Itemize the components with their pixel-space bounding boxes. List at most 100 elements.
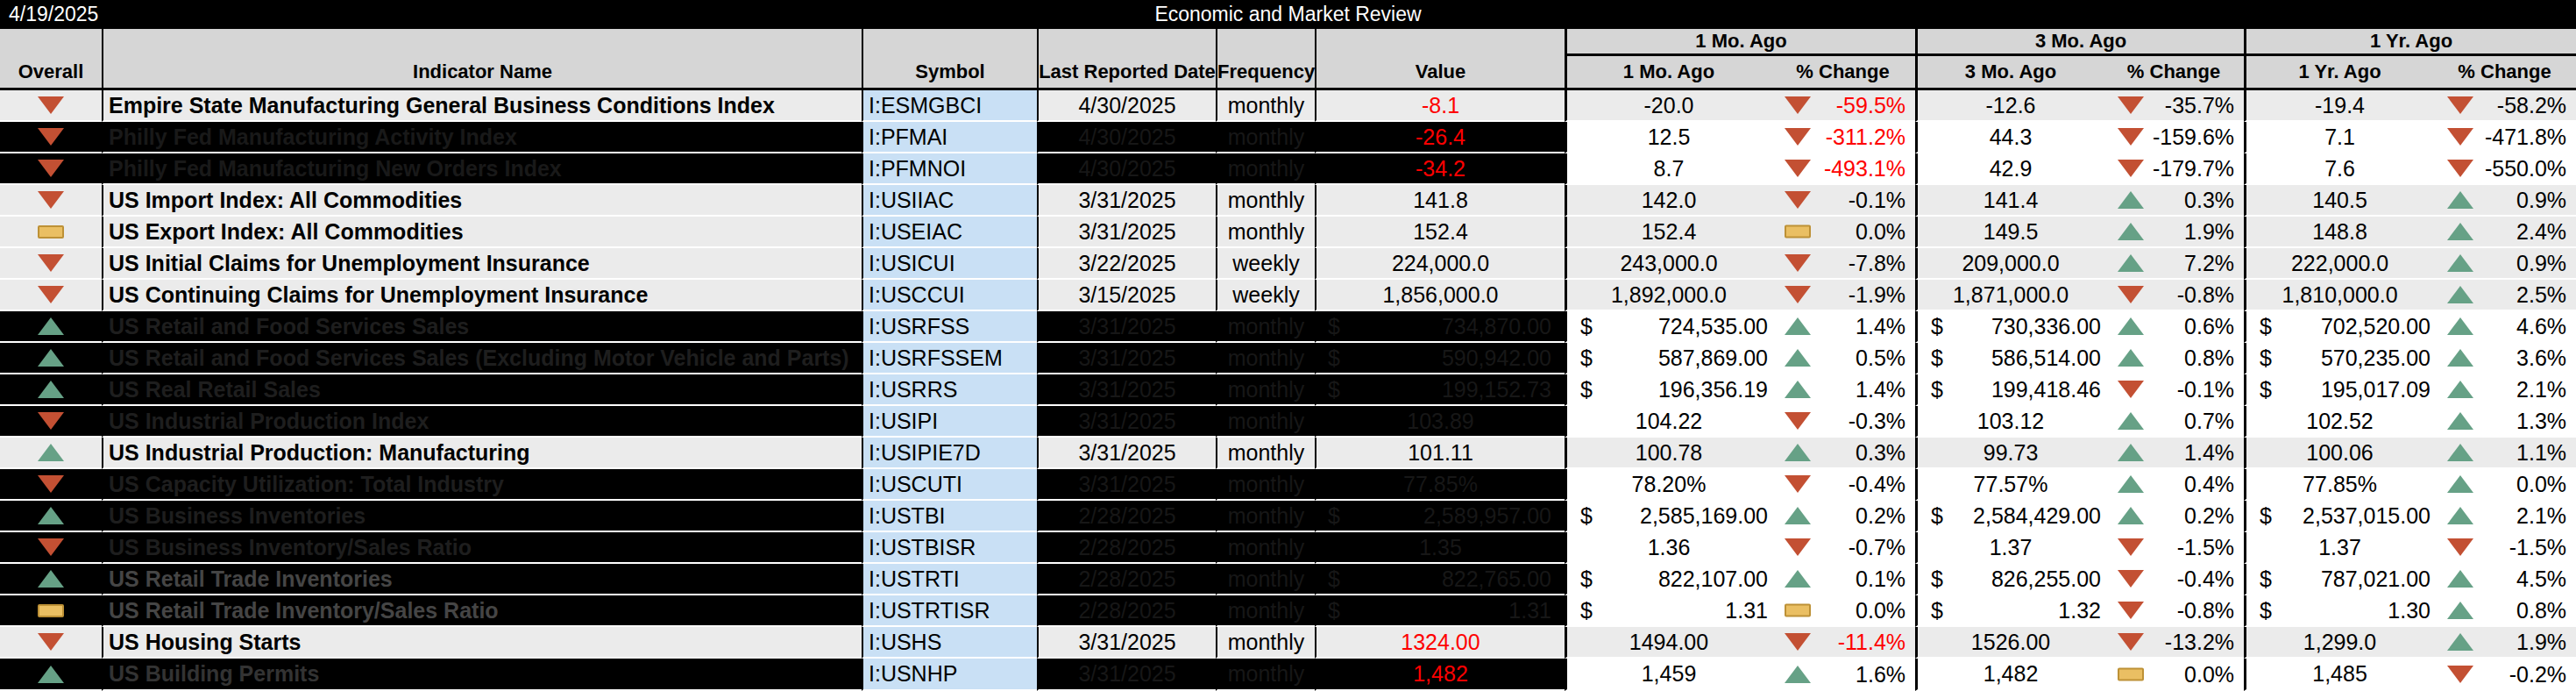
3mo-value-cell[interactable]: $2,584,429.00 (1915, 501, 2104, 532)
1mo-pct-change-cell[interactable]: -11.4% (1771, 627, 1915, 659)
indicator-name-cell[interactable]: US Retail Trade Inventories (102, 564, 862, 595)
overall-cell[interactable] (0, 122, 102, 153)
1yr-value-cell[interactable]: 1,810,000.0 (2244, 280, 2433, 311)
frequency-cell[interactable]: weekly (1216, 280, 1315, 311)
1yr-pct-change-cell[interactable]: 2.1% (2433, 374, 2576, 406)
1yr-pct-change-cell[interactable]: -550.0% (2433, 153, 2576, 185)
1yr-pct-change-cell[interactable]: 0.0% (2433, 469, 2576, 501)
overall-cell[interactable] (0, 217, 102, 248)
value-cell[interactable]: $734,870.00 (1315, 311, 1565, 343)
symbol-cell[interactable]: I:USICUI (862, 248, 1037, 280)
last-reported-date-cell[interactable]: 3/31/2025 (1037, 659, 1216, 691)
3mo-pct-change-cell[interactable]: 7.2% (2104, 248, 2244, 280)
value-cell[interactable]: 1.35 (1315, 532, 1565, 564)
1mo-value-cell[interactable]: $587,869.00 (1565, 343, 1771, 374)
last-reported-date-cell[interactable]: 3/31/2025 (1037, 627, 1216, 659)
3mo-pct-change-cell[interactable]: 0.7% (2104, 406, 2244, 438)
indicator-name-cell[interactable]: US Capacity Utilization: Total Industry (102, 469, 862, 501)
1mo-value-cell[interactable]: 12.5 (1565, 122, 1771, 153)
1mo-value-cell[interactable]: $822,107.00 (1565, 564, 1771, 595)
3mo-pct-change-cell[interactable]: -179.7% (2104, 153, 2244, 185)
1yr-value-cell[interactable]: -19.4 (2244, 90, 2433, 122)
1mo-value-cell[interactable]: 152.4 (1565, 217, 1771, 248)
overall-cell[interactable] (0, 153, 102, 185)
overall-cell[interactable] (0, 248, 102, 280)
overall-cell[interactable] (0, 595, 102, 627)
1yr-value-cell[interactable]: $2,537,015.00 (2244, 501, 2433, 532)
frequency-cell[interactable]: monthly (1216, 374, 1315, 406)
1mo-pct-change-cell[interactable]: -7.8% (1771, 248, 1915, 280)
1mo-pct-change-cell[interactable]: -0.7% (1771, 532, 1915, 564)
3mo-pct-change-cell[interactable]: 0.3% (2104, 185, 2244, 217)
3mo-pct-change-cell[interactable]: -13.2% (2104, 627, 2244, 659)
overall-cell[interactable] (0, 438, 102, 469)
1mo-value-cell[interactable]: $2,585,169.00 (1565, 501, 1771, 532)
last-reported-date-cell[interactable]: 4/30/2025 (1037, 90, 1216, 122)
frequency-cell[interactable]: monthly (1216, 311, 1315, 343)
symbol-cell[interactable]: I:USRFSS (862, 311, 1037, 343)
last-reported-date-cell[interactable]: 2/28/2025 (1037, 532, 1216, 564)
last-reported-date-cell[interactable]: 3/31/2025 (1037, 217, 1216, 248)
1mo-pct-change-cell[interactable]: -493.1% (1771, 153, 1915, 185)
1mo-pct-change-cell[interactable]: 1.6% (1771, 659, 1915, 691)
frequency-cell[interactable]: monthly (1216, 406, 1315, 438)
last-reported-date-cell[interactable]: 3/31/2025 (1037, 374, 1216, 406)
indicator-name-cell[interactable]: US Industrial Production Index (102, 406, 862, 438)
1mo-value-cell[interactable]: 104.22 (1565, 406, 1771, 438)
3mo-value-cell[interactable]: 1526.00 (1915, 627, 2104, 659)
last-reported-date-cell[interactable]: 4/30/2025 (1037, 153, 1216, 185)
1yr-pct-change-cell[interactable]: 1.3% (2433, 406, 2576, 438)
3mo-value-cell[interactable]: $1.32 (1915, 595, 2104, 627)
1yr-value-cell[interactable]: $702,520.00 (2244, 311, 2433, 343)
symbol-cell[interactable]: I:USEIAC (862, 217, 1037, 248)
value-cell[interactable]: $2,589,957.00 (1315, 501, 1565, 532)
frequency-cell[interactable]: monthly (1216, 564, 1315, 595)
frequency-cell[interactable]: monthly (1216, 90, 1315, 122)
indicator-name-cell[interactable]: US Import Index: All Commodities (102, 185, 862, 217)
3mo-value-cell[interactable]: 141.4 (1915, 185, 2104, 217)
overall-cell[interactable] (0, 280, 102, 311)
1mo-pct-change-cell[interactable]: -1.9% (1771, 280, 1915, 311)
3mo-pct-change-cell[interactable]: 1.9% (2104, 217, 2244, 248)
1yr-value-cell[interactable]: $195,017.09 (2244, 374, 2433, 406)
overall-cell[interactable] (0, 627, 102, 659)
symbol-cell[interactable]: I:USIPI (862, 406, 1037, 438)
frequency-cell[interactable]: monthly (1216, 627, 1315, 659)
indicator-name-cell[interactable]: US Industrial Production: Manufacturing (102, 438, 862, 469)
1mo-value-cell[interactable]: -20.0 (1565, 90, 1771, 122)
value-cell[interactable]: $1.31 (1315, 595, 1565, 627)
1yr-value-cell[interactable]: 1,485 (2244, 659, 2433, 691)
symbol-cell[interactable]: I:PFMAI (862, 122, 1037, 153)
symbol-cell[interactable]: I:USIIAC (862, 185, 1037, 217)
symbol-cell[interactable]: I:USRFSSEM (862, 343, 1037, 374)
3mo-pct-change-cell[interactable]: -0.1% (2104, 374, 2244, 406)
3mo-value-cell[interactable]: -12.6 (1915, 90, 2104, 122)
frequency-cell[interactable]: monthly (1216, 185, 1315, 217)
frequency-cell[interactable]: monthly (1216, 532, 1315, 564)
1yr-pct-change-cell[interactable]: 1.1% (2433, 438, 2576, 469)
1mo-value-cell[interactable]: 1494.00 (1565, 627, 1771, 659)
1yr-pct-change-cell[interactable]: -0.2% (2433, 659, 2576, 691)
indicator-name-cell[interactable]: Empire State Manufacturing General Busin… (102, 90, 862, 122)
symbol-cell[interactable]: I:USRRS (862, 374, 1037, 406)
symbol-cell[interactable]: I:USCUTI (862, 469, 1037, 501)
indicator-name-cell[interactable]: US Retail and Food Services Sales (102, 311, 862, 343)
1mo-pct-change-cell[interactable]: 0.2% (1771, 501, 1915, 532)
1mo-value-cell[interactable]: 100.78 (1565, 438, 1771, 469)
value-cell[interactable]: 1324.00 (1315, 627, 1565, 659)
overall-cell[interactable] (0, 501, 102, 532)
1yr-pct-change-cell[interactable]: 2.4% (2433, 217, 2576, 248)
1mo-pct-change-cell[interactable]: -0.4% (1771, 469, 1915, 501)
1yr-pct-change-cell[interactable]: 2.1% (2433, 501, 2576, 532)
1yr-pct-change-cell[interactable]: -1.5% (2433, 532, 2576, 564)
symbol-cell[interactable]: I:USNHP (862, 659, 1037, 691)
last-reported-date-cell[interactable]: 2/28/2025 (1037, 595, 1216, 627)
3mo-pct-change-cell[interactable]: -1.5% (2104, 532, 2244, 564)
overall-cell[interactable] (0, 469, 102, 501)
3mo-pct-change-cell[interactable]: -0.8% (2104, 280, 2244, 311)
value-cell[interactable]: $822,765.00 (1315, 564, 1565, 595)
1mo-pct-change-cell[interactable]: 0.5% (1771, 343, 1915, 374)
last-reported-date-cell[interactable]: 3/31/2025 (1037, 185, 1216, 217)
3mo-value-cell[interactable]: $730,336.00 (1915, 311, 2104, 343)
1mo-pct-change-cell[interactable]: 1.4% (1771, 374, 1915, 406)
